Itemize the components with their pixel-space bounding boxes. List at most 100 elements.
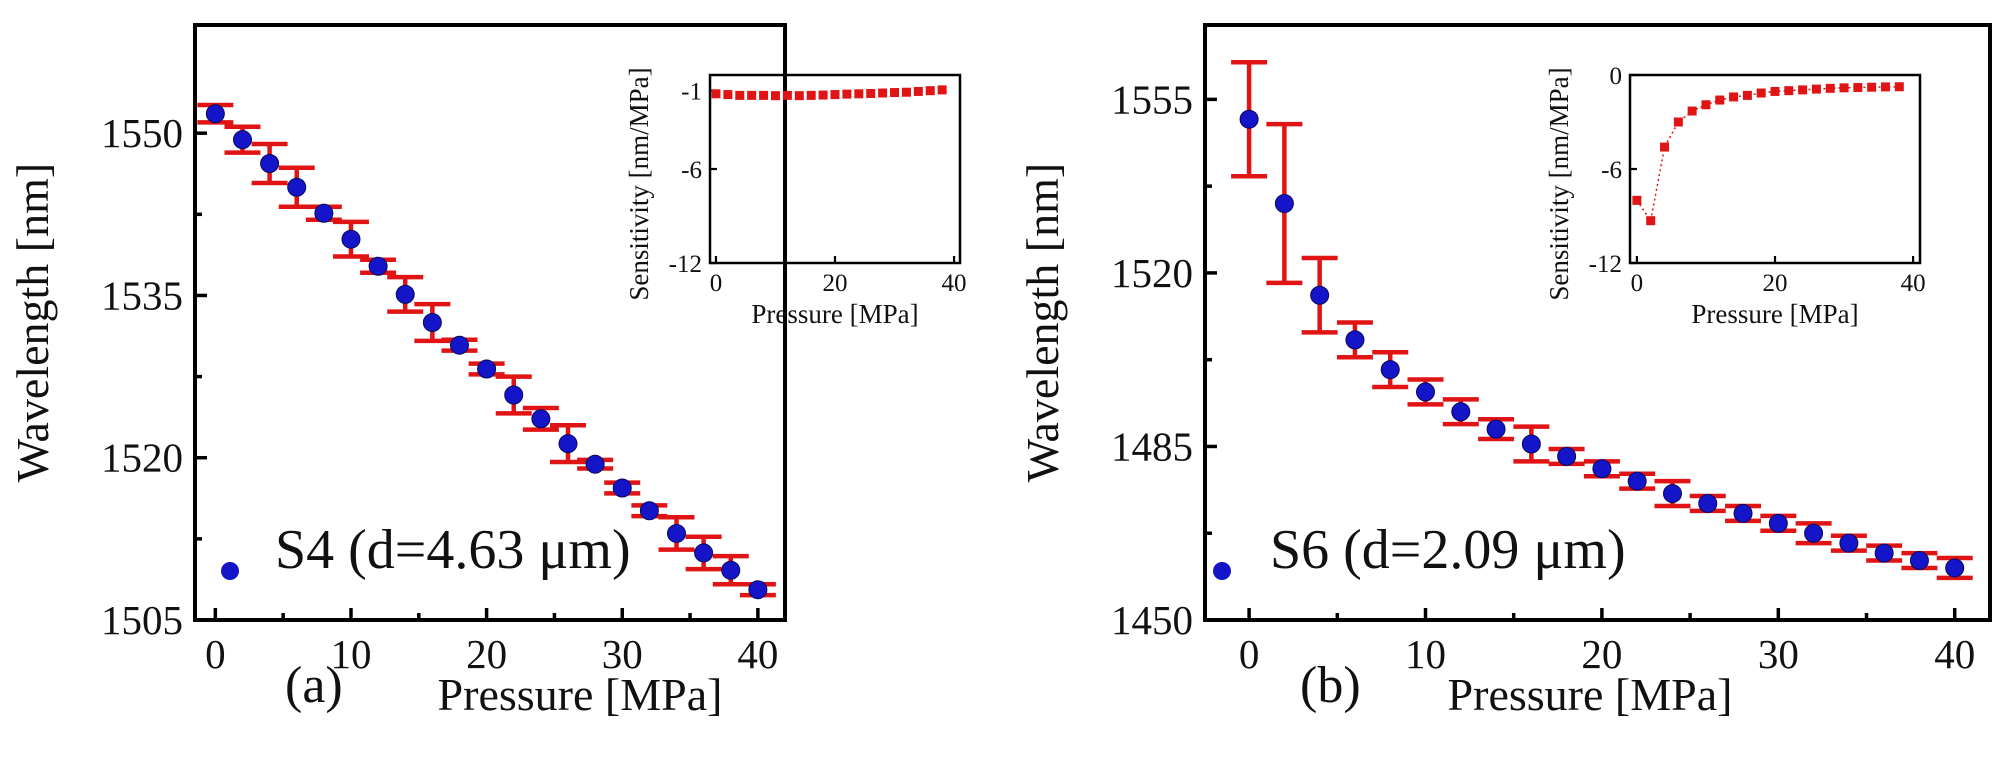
data-point: [1380, 360, 1400, 380]
data-point: [1804, 523, 1824, 543]
inset-chart: 0 20 40 -12 -6 0 Pressure [MPa] Sensitivity [nm…: [1544, 63, 1926, 329]
data-point: [287, 177, 307, 197]
chart-panel-b: 0 10 20 30 40 1450 1485 1520 1555 Pressure [MPa] W…: [1017, 23, 1992, 720]
data-point: [449, 335, 469, 355]
legend-marker: [1213, 562, 1231, 580]
legend-label: S4 (d=4.63 μm): [275, 519, 631, 581]
inset-data-point: [1811, 84, 1821, 94]
inset-data-point: [1729, 92, 1739, 102]
data-point: [1945, 558, 1965, 578]
inset-y-tick-label: -12: [1589, 251, 1622, 278]
data-point: [314, 203, 334, 223]
inset-data-point: [1756, 88, 1766, 98]
plot-frame: [1203, 23, 1992, 622]
inset-data-point: [1867, 82, 1877, 92]
inset-data-point: [1880, 82, 1890, 92]
x-tick-label: 20: [466, 631, 507, 677]
data-point: [1627, 471, 1647, 491]
inset-frame: [1628, 73, 1922, 265]
inset-data-point: [854, 89, 864, 99]
inset-data-point: [1894, 82, 1904, 92]
x-axis-title: Pressure [MPa]: [438, 669, 723, 720]
inset-x-tick-label: 0: [1631, 270, 1644, 297]
inset-x-tick-label: 40: [942, 270, 967, 297]
inset-data-point: [711, 89, 721, 99]
inset-data-point: [1646, 216, 1656, 226]
x-axis-title: Pressure [MPa]: [1448, 669, 1733, 720]
data-point: [1310, 285, 1330, 305]
inset-data-point: [806, 90, 816, 100]
inset-data-point: [830, 90, 840, 100]
inset-x-tick-label: 0: [710, 270, 723, 297]
inset-y-axis-title: Sensitivity [nm/MPa]: [624, 67, 654, 300]
inset-data-point: [747, 90, 757, 100]
inset-data-point: [794, 91, 804, 101]
data-point: [531, 409, 551, 429]
inset-y-axis-title: Sensitivity [nm/MPa]: [1544, 67, 1574, 300]
data-point: [1451, 402, 1471, 422]
inset-data-point: [1839, 83, 1849, 93]
data-point: [1486, 419, 1506, 439]
y-tick-label: 1450: [1111, 597, 1193, 643]
inset-data-point: [842, 89, 852, 99]
y-tick-label: 1505: [101, 597, 183, 643]
inset-y-tick-label: -6: [1601, 157, 1622, 184]
inset-data-point: [1825, 83, 1835, 93]
data-point: [612, 478, 632, 498]
data-point: [1909, 551, 1929, 570]
inset-data-point: [866, 88, 876, 98]
inset-series-line: [1636, 86, 1900, 223]
data-point: [504, 385, 524, 405]
data-point: [1521, 434, 1541, 454]
y-tick-label: 1535: [101, 272, 183, 318]
x-tick-label: 20: [1581, 631, 1622, 677]
data-point: [1345, 330, 1365, 350]
inset-data-point: [723, 90, 733, 100]
y-axis-title: Wavelength [nm]: [7, 163, 58, 482]
x-tick-label: 0: [1239, 631, 1260, 677]
inset-chart: 0 20 40 -12 -6 -1 Pressure [MPa] Sensitivity [n…: [624, 67, 967, 329]
y-tick-label: 1485: [1111, 423, 1193, 469]
panel-label: (b): [1300, 657, 1361, 714]
data-point: [694, 543, 714, 563]
inset-x-tick-label: 20: [1763, 270, 1788, 297]
data-point: [1239, 109, 1259, 129]
inset-x-axis-title: Pressure [MPa]: [751, 299, 918, 329]
x-tick-label: 10: [330, 631, 371, 677]
data-point: [1839, 533, 1859, 553]
inset-y-tick-label: -12: [669, 251, 702, 278]
inset-x-axis-title: Pressure [MPa]: [1691, 299, 1858, 329]
inset-data-point: [913, 86, 923, 96]
data-point: [260, 153, 280, 173]
data-point: [232, 130, 252, 150]
data-point: [666, 523, 686, 543]
inset-data-point: [1715, 95, 1725, 105]
data-point: [205, 104, 225, 124]
inset-data-point: [878, 88, 888, 98]
data-point: [721, 560, 741, 580]
inset-data-point: [770, 91, 780, 101]
x-tick-label: 10: [1405, 631, 1446, 677]
data-point: [1874, 543, 1894, 563]
data-point: [422, 313, 442, 332]
data-point: [558, 434, 578, 454]
data-point: [748, 580, 768, 600]
inset-data-point: [1660, 142, 1670, 152]
legend: S6 (d=2.09 μm): [1213, 519, 1626, 581]
x-tick-label: 30: [1758, 631, 1799, 677]
data-point: [1557, 446, 1577, 466]
inset-y-tick-label: 0: [1610, 63, 1623, 90]
inset-data-point: [735, 90, 745, 100]
y-tick-label: 1550: [101, 110, 183, 156]
data-point: [341, 229, 361, 249]
y-tick-label: 1520: [1111, 250, 1193, 296]
inset-y-tick-label: -6: [681, 157, 702, 184]
y-tick-label: 1520: [101, 435, 183, 481]
inset-data-point: [1853, 83, 1863, 93]
x-tick-label: 40: [1934, 631, 1975, 677]
data-point: [1662, 484, 1682, 504]
data-point: [1698, 493, 1718, 513]
data-point: [395, 284, 415, 304]
inset-data-point: [1784, 86, 1794, 96]
inset-x-tick-label: 40: [1901, 270, 1926, 297]
